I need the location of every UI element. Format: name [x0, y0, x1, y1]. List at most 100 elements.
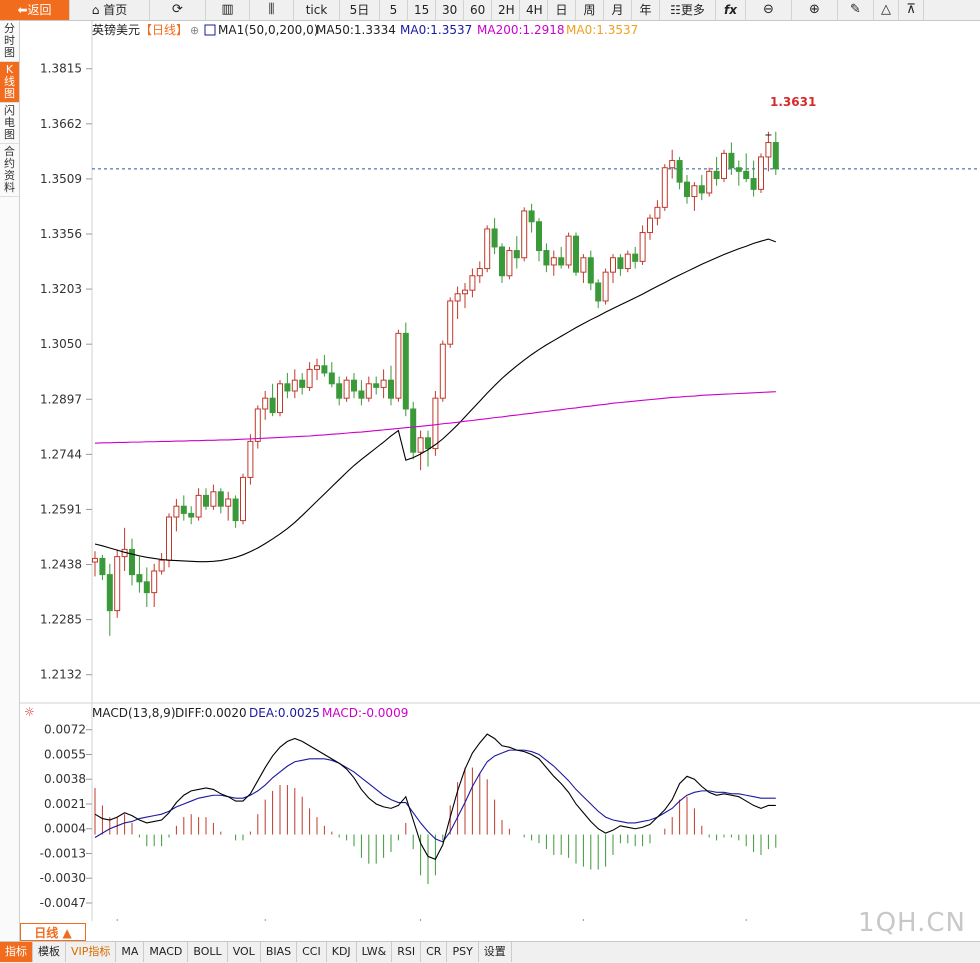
period-button-1[interactable]: 5	[380, 0, 408, 20]
period-selector[interactable]: 日线 ▲	[20, 923, 86, 941]
dea-value: DEA:0.0025	[249, 706, 320, 720]
candle	[188, 506, 195, 525]
macd-config-label: MACD(13,8,9)	[92, 706, 176, 720]
indicator-tab-10[interactable]: LW&	[357, 942, 393, 962]
candle	[750, 160, 757, 197]
macd-panel	[94, 733, 777, 885]
period-button-5[interactable]: 2H	[492, 0, 520, 20]
candle	[210, 484, 217, 510]
period-button-3[interactable]: 30	[436, 0, 464, 20]
candle-body	[358, 390, 365, 399]
candle-body	[410, 408, 417, 453]
indicator-tab-0[interactable]: 指标	[0, 942, 33, 962]
indicator-tab-3[interactable]: MA	[116, 942, 145, 962]
candle	[469, 268, 476, 298]
back-button[interactable]: ⬅返回	[0, 0, 70, 20]
candle	[343, 376, 350, 402]
dea-line	[94, 749, 776, 843]
candle	[129, 538, 135, 586]
candle	[417, 430, 424, 471]
period-button-7[interactable]: 日	[548, 0, 576, 20]
sidebar-tab-2[interactable]: 闪 电 图	[0, 103, 19, 144]
triangle-down-button[interactable]: ⊼	[899, 0, 924, 20]
indicator-tab-4[interactable]: MACD	[144, 942, 189, 962]
candle	[454, 286, 461, 319]
chart-area[interactable]: 1.3815 1.3662 1.3509 1.3356 1.3203 1.3050 1.28…	[20, 21, 980, 921]
tick-label: tick	[305, 3, 328, 17]
formula-button[interactable]: fx	[716, 0, 746, 20]
settings-icon[interactable]: ⊕	[190, 24, 199, 37]
sidebar-tab-3[interactable]: 合 约 资 料	[0, 144, 19, 197]
candle-body	[240, 476, 246, 522]
refresh-button[interactable]: ⟳	[150, 0, 206, 20]
tick-button[interactable]: tick	[294, 0, 340, 20]
candle-body	[469, 275, 476, 291]
candle	[291, 369, 298, 399]
candle	[713, 156, 720, 186]
y-tick-label: 1.2744	[40, 447, 82, 461]
candle-body	[314, 365, 320, 370]
period-button-6[interactable]: 4H	[520, 0, 548, 20]
period-button-0[interactable]: 5日	[340, 0, 380, 20]
candle	[439, 340, 446, 402]
macd-y-tick-label: 0.0055	[44, 747, 86, 761]
candle	[735, 160, 742, 186]
candle	[669, 149, 676, 179]
candle-body	[92, 557, 98, 563]
zoom-out-icon: ⊖	[763, 2, 774, 17]
macd-settings-icon[interactable]: ☼	[24, 705, 35, 719]
indicator-tab-12[interactable]: CR	[421, 942, 448, 962]
sidebar-tab-0[interactable]: 分 时 图	[0, 21, 19, 62]
candle-body	[417, 437, 424, 453]
period-label: 【日线】	[140, 23, 188, 37]
candle	[691, 182, 698, 211]
candle-body	[721, 152, 727, 180]
diff-line	[94, 733, 776, 861]
indicator-tab-8[interactable]: CCI	[297, 942, 327, 962]
sidebar-tab-1[interactable]: K 线 图	[0, 62, 19, 103]
ma-config-label: MA1(50,0,200,0)	[218, 23, 318, 37]
candle-body	[484, 228, 491, 270]
candle	[225, 491, 232, 521]
candle-body	[136, 574, 143, 583]
zoom-out-button[interactable]: ⊖	[746, 0, 792, 20]
period-button-8[interactable]: 周	[576, 0, 604, 20]
macd-y-tick-label: 0.0072	[44, 723, 86, 737]
indicator-tab-11[interactable]: RSI	[392, 942, 422, 962]
indicator-tab-14[interactable]: 设置	[479, 942, 512, 962]
triangle-up-button[interactable]: △	[874, 0, 899, 20]
candle	[262, 390, 269, 420]
more-button[interactable]: ☷更多	[660, 0, 716, 20]
indicator-tab-1[interactable]: 模板	[33, 942, 66, 962]
indicator-tab-9[interactable]: KDJ	[327, 942, 357, 962]
home-button[interactable]: ⌂ 首页	[70, 0, 150, 20]
candle	[336, 376, 343, 406]
bar-chart-button[interactable]: ▥	[206, 0, 250, 20]
candle	[528, 203, 535, 233]
indicator-icon[interactable]	[204, 24, 216, 36]
candle	[624, 250, 631, 273]
indicator-tab-6[interactable]: VOL	[228, 942, 261, 962]
indicator-tab-7[interactable]: BIAS	[261, 942, 298, 962]
zoom-in-button[interactable]: ⊕	[792, 0, 838, 20]
candle-body	[336, 383, 343, 399]
indicator-tab-13[interactable]: PSY	[447, 942, 479, 962]
candle	[328, 362, 335, 388]
draw-button[interactable]: ✎	[838, 0, 874, 20]
period-button-4[interactable]: 60	[464, 0, 492, 20]
period-button-9[interactable]: 月	[604, 0, 632, 20]
ma200-value: MA200:1.2918	[477, 23, 565, 37]
indicator-tab-2[interactable]: VIP指标	[66, 942, 117, 962]
candle-chart-button[interactable]: ⫼	[250, 0, 294, 20]
candle	[639, 225, 646, 265]
y-tick-label: 1.2438	[40, 558, 82, 572]
period-button-2[interactable]: 15	[408, 0, 436, 20]
candle-body	[550, 257, 557, 266]
period-button-10[interactable]: 年	[632, 0, 660, 20]
indicator-tab-5[interactable]: BOLL	[188, 942, 228, 962]
candle	[447, 297, 454, 348]
candle	[476, 261, 483, 283]
candle-body	[587, 257, 594, 284]
candle-body	[565, 235, 572, 266]
